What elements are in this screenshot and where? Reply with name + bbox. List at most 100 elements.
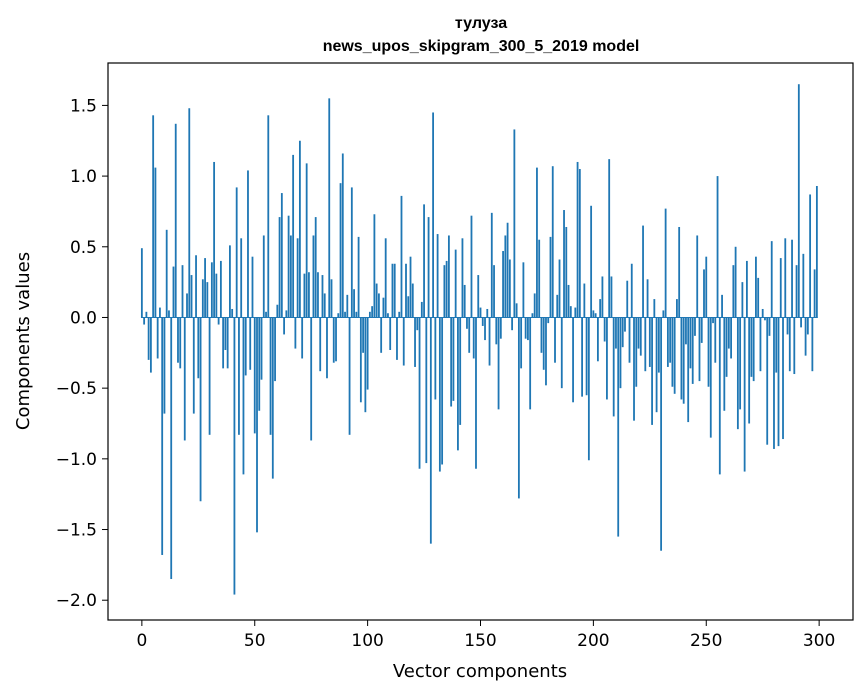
bar — [305, 163, 308, 318]
bar — [581, 317, 583, 397]
bar — [714, 317, 717, 363]
bar — [423, 204, 425, 318]
bar — [371, 306, 374, 318]
bar — [727, 317, 730, 349]
bar — [332, 317, 335, 363]
bar — [687, 317, 690, 423]
bar — [303, 273, 306, 318]
y-tick-label: 1.0 — [70, 167, 97, 187]
bar — [224, 317, 227, 350]
bar — [725, 317, 728, 377]
bar — [549, 236, 552, 318]
bar — [219, 260, 222, 318]
bar — [678, 226, 681, 318]
y-tick-label: 0.5 — [70, 238, 97, 258]
bar — [154, 167, 157, 318]
bar — [165, 229, 168, 318]
bar — [159, 307, 161, 318]
y-axis-label: Components values — [13, 252, 34, 430]
bar — [806, 317, 809, 335]
bar — [475, 317, 477, 469]
bar — [811, 317, 814, 372]
bar — [655, 317, 658, 413]
bar — [755, 256, 757, 318]
bar — [312, 235, 315, 318]
bar — [736, 317, 739, 430]
bar — [350, 187, 353, 318]
bar — [739, 317, 742, 410]
bar — [644, 317, 647, 372]
x-axis: 0 50 100 150 200 250 300 — [136, 620, 835, 651]
bar — [682, 317, 685, 404]
bar — [617, 317, 620, 537]
bar — [289, 235, 292, 318]
bar — [718, 317, 721, 475]
bar — [596, 317, 599, 362]
bar — [741, 282, 744, 318]
bar — [330, 279, 333, 318]
x-axis-label: Vector components — [393, 661, 567, 682]
bar — [524, 317, 527, 339]
y-tick-label: −2.0 — [56, 591, 97, 611]
bar — [624, 317, 626, 332]
bar — [181, 265, 184, 318]
bar — [565, 226, 568, 318]
bar — [694, 317, 696, 336]
bar — [348, 317, 351, 435]
bar — [359, 317, 362, 403]
bar — [389, 317, 392, 350]
bar — [540, 317, 543, 353]
bar — [436, 234, 439, 318]
bar — [240, 238, 243, 318]
bar — [802, 253, 805, 318]
bar — [378, 293, 380, 318]
bar — [732, 265, 735, 318]
bar — [594, 313, 597, 318]
bar — [201, 279, 204, 318]
bar — [748, 317, 751, 424]
x-tick-label: 200 — [577, 631, 609, 651]
bar — [323, 293, 326, 318]
bar — [242, 317, 245, 475]
bar — [398, 311, 401, 318]
bar — [445, 260, 448, 318]
bar — [249, 317, 252, 370]
bar — [280, 193, 283, 318]
bar — [147, 317, 150, 360]
bar — [362, 317, 365, 353]
bar — [773, 317, 775, 449]
bar — [572, 317, 574, 403]
bar — [411, 283, 414, 318]
bar — [723, 317, 726, 411]
bar — [244, 317, 247, 376]
bar — [470, 215, 473, 318]
bar — [770, 241, 773, 318]
bar — [743, 317, 746, 472]
bar — [253, 317, 256, 434]
bar — [163, 317, 166, 414]
bar — [174, 123, 177, 318]
bar — [429, 317, 432, 544]
bar — [531, 313, 534, 318]
bar — [569, 306, 572, 318]
bar — [700, 317, 703, 343]
bar — [441, 317, 444, 465]
bar — [190, 275, 193, 318]
bar — [425, 317, 428, 464]
bar — [499, 317, 502, 339]
bar — [418, 317, 421, 469]
bar — [800, 317, 802, 328]
bar — [551, 166, 554, 318]
bar — [497, 317, 500, 410]
bar — [402, 317, 405, 366]
bar — [267, 115, 270, 318]
bar — [447, 235, 450, 318]
bar — [197, 317, 200, 379]
bar — [213, 161, 216, 318]
bar — [326, 317, 328, 379]
bar — [443, 265, 446, 318]
bar — [186, 293, 188, 318]
bar — [438, 317, 441, 472]
bar — [782, 317, 784, 440]
bar — [188, 108, 191, 318]
